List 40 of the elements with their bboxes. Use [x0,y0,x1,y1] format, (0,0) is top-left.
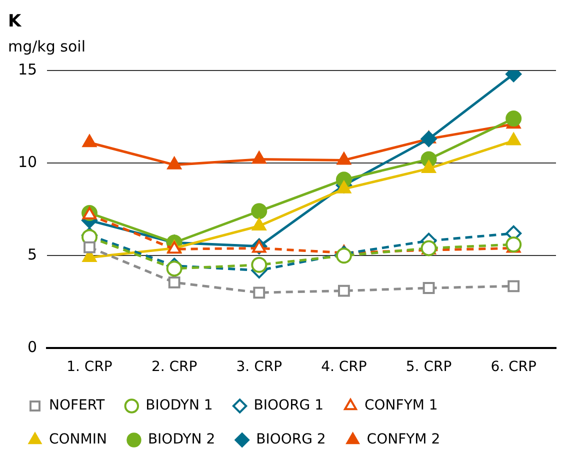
legend-label: CONFYM 1 [364,398,438,414]
point [420,130,437,147]
point [251,203,268,220]
x-tick-label: 3. CRP [236,359,282,376]
point [252,151,266,164]
y-tick-label: 15 [18,60,38,78]
point [82,134,97,148]
point [167,156,182,170]
x-tick-label: 2. CRP [151,359,198,376]
point [168,276,180,288]
point [506,132,521,146]
x-tick-label: 5. CRP [406,359,452,376]
legend-label: BIODYN 2 [148,432,216,448]
point [336,248,352,264]
point [336,180,352,194]
legend-label: CONMIN [49,432,107,448]
y-axis-title: mg/kg soil [8,37,86,56]
point [253,286,266,299]
point [336,152,352,165]
point [422,282,435,294]
point [252,218,266,230]
legend-label: BIOORG 2 [256,432,326,448]
point [84,241,96,254]
y-tick-label: 5 [28,245,38,264]
point [338,284,350,297]
y-tick-label: 0 [28,338,38,356]
y-tick-label: 10 [18,152,38,171]
point [506,236,522,252]
point [422,160,436,174]
x-tick-label: 1. CRP [66,359,112,376]
point [508,280,520,292]
x-tick-label: 6. CRP [490,359,536,376]
legend-label: NOFERT [49,398,106,414]
legend-label: CONFYM 2 [366,432,440,448]
legend-label: BIOORG 1 [254,398,324,414]
x-tick-label: 4. CRP [321,359,367,376]
point [166,260,182,277]
chart-title: K [8,12,22,32]
legend-label: BIODYN 1 [146,398,213,414]
point [251,256,268,273]
